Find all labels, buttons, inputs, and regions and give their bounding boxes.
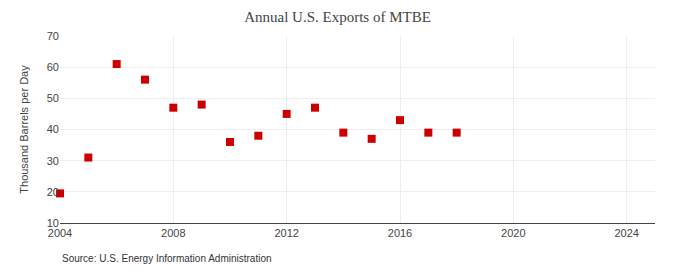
svg-text:30: 30 <box>47 155 59 167</box>
svg-text:10: 10 <box>47 217 59 229</box>
svg-text:Thousand Barrels per Day: Thousand Barrels per Day <box>18 65 30 194</box>
svg-text:Annual U.S. Exports of MTBE: Annual U.S. Exports of MTBE <box>244 9 431 25</box>
svg-text:2020: 2020 <box>501 227 525 239</box>
svg-text:50: 50 <box>47 92 59 104</box>
svg-text:2012: 2012 <box>274 227 298 239</box>
svg-text:2004: 2004 <box>48 227 72 239</box>
svg-text:40: 40 <box>47 123 59 135</box>
svg-text:2016: 2016 <box>388 227 412 239</box>
svg-text:2008: 2008 <box>161 227 185 239</box>
svg-text:Source: U.S. Energy Informatio: Source: U.S. Energy Information Administ… <box>62 253 272 264</box>
svg-text:20: 20 <box>47 186 59 198</box>
svg-text:60: 60 <box>47 61 59 73</box>
svg-text:2024: 2024 <box>614 227 638 239</box>
svg-text:70: 70 <box>47 30 59 42</box>
